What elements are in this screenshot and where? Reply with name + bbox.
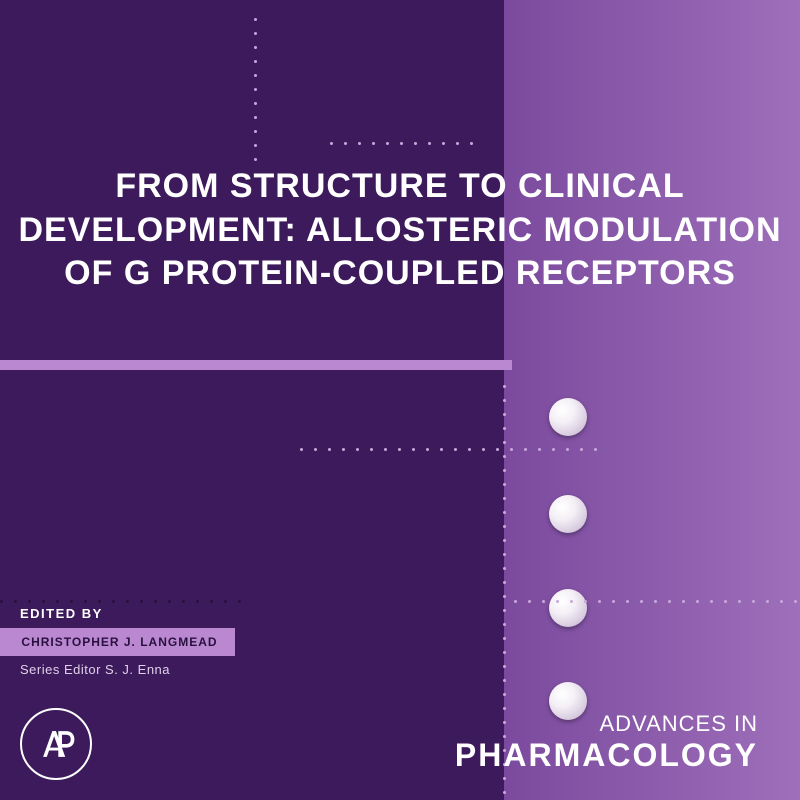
book-title: FROM STRUCTURE TO CLINICAL DEVELOPMENT: …: [0, 165, 800, 296]
series-line2: PHARMACOLOGY: [455, 737, 758, 774]
dot-row: [330, 142, 473, 148]
series-editor-line: Series Editor S. J. Enna: [20, 662, 170, 677]
publisher-logo-ap: [20, 708, 92, 780]
editor-name-box: CHRISTOPHER J. LANGMEAD: [0, 628, 235, 656]
pill-icon: [549, 589, 587, 627]
series-name-block: ADVANCES IN PHARMACOLOGY: [455, 711, 758, 774]
dot-row: [300, 448, 597, 454]
book-cover: FROM STRUCTURE TO CLINICAL DEVELOPMENT: …: [0, 0, 800, 800]
edited-by-label: EDITED BY: [0, 606, 103, 621]
ap-logo-icon: [33, 721, 79, 767]
dot-row: [514, 600, 800, 606]
series-line1: ADVANCES IN: [455, 711, 758, 737]
title-underline-bar: [0, 360, 512, 370]
dot-column: [254, 18, 257, 161]
pill-icon: [549, 398, 587, 436]
pill-icon: [549, 495, 587, 533]
